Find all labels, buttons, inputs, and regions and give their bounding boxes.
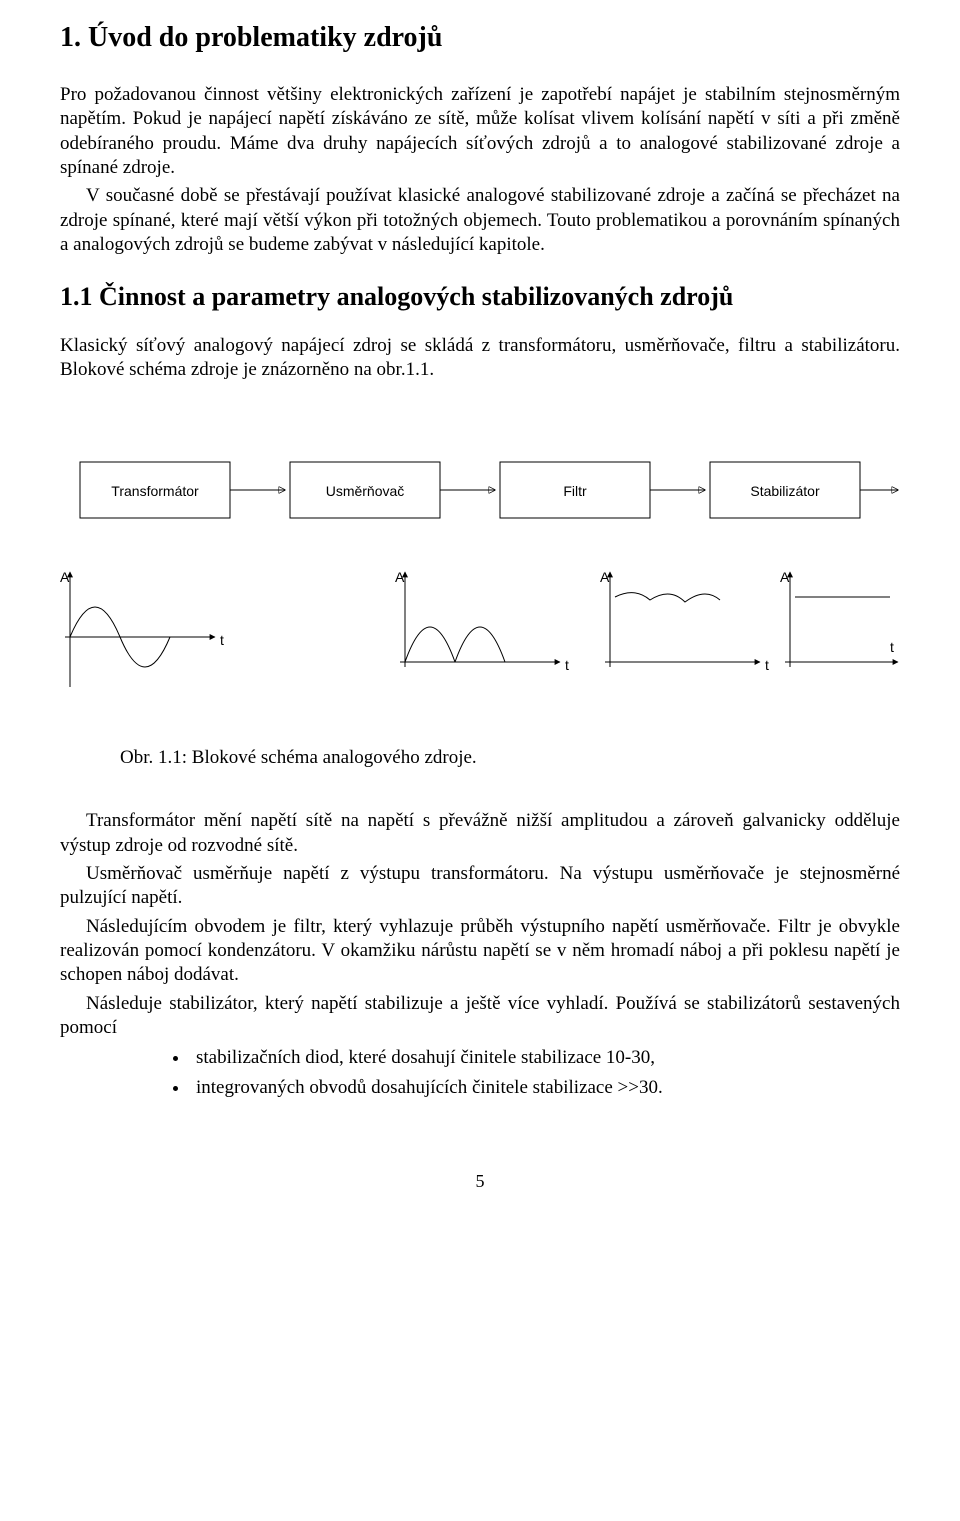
document-page: 1. Úvod do problematiky zdrojů Pro požad… [0,0,960,1232]
paragraph-5: Usměrňovač usměrňuje napětí z výstupu tr… [60,862,900,911]
waveform-sine: A t [60,569,224,687]
waveform-filtered: A t [600,569,769,673]
axis-label-t-3: t [765,657,769,673]
paragraph-1: Pro požadovanou činnost většiny elektron… [60,83,900,180]
paragraph-4: Transformátor mění napětí sítě na napětí… [60,809,900,858]
bullet-item-2: integrovaných obvodů dosahujících činite… [190,1074,900,1102]
axis-label-A-1: A [60,569,70,585]
axis-label-t-4: t [890,639,894,655]
waveform-stabilized: A t [780,569,898,667]
figure-caption: Obr. 1.1: Blokové schéma analogového zdr… [120,747,900,769]
block-transformator-label: Transformátor [111,483,199,499]
page-number: 5 [60,1171,900,1192]
block-filtr-label: Filtr [563,483,587,499]
block-diagram-svg: Transformátor Usměrňovač Filtr Stabilizá… [60,452,900,712]
waveform-rectified: A t [395,569,569,673]
bullet-item-1: stabilizačních diod, které dosahují čini… [190,1044,900,1072]
paragraph-2: V současné době se přestávají používat k… [60,184,900,257]
axis-label-t-1: t [220,632,224,648]
block-diagram: Transformátor Usměrňovač Filtr Stabilizá… [60,452,900,717]
axis-label-A-4: A [780,569,790,585]
bullet-list: stabilizačních diod, které dosahují čini… [60,1044,900,1101]
block-stabilizator-label: Stabilizátor [750,483,820,499]
paragraph-6: Následujícím obvodem je filtr, který vyh… [60,915,900,988]
paragraph-7: Následuje stabilizátor, který napětí sta… [60,992,900,1041]
heading-1: 1. Úvod do problematiky zdrojů [60,20,900,55]
heading-1-1: 1.1 Činnost a parametry analogových stab… [60,281,900,314]
axis-label-A-3: A [600,569,610,585]
axis-label-A-2: A [395,569,405,585]
block-usmernovac-label: Usměrňovač [326,483,405,499]
paragraph-3: Klasický síťový analogový napájecí zdroj… [60,334,900,383]
axis-label-t-2: t [565,657,569,673]
